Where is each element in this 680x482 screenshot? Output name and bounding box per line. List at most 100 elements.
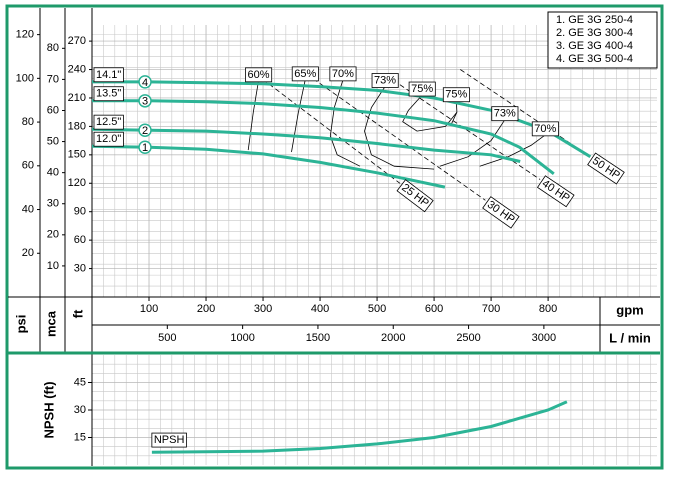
- efficiency-line: [364, 86, 435, 170]
- efficiency-label: 65%: [294, 68, 316, 80]
- efficiency-label: 73%: [374, 75, 396, 87]
- power-label-box: [536, 175, 575, 208]
- y-tick-label: 60: [74, 234, 86, 246]
- axis-label: ft: [70, 309, 85, 318]
- curve-marker: [138, 75, 152, 89]
- efficiency-label: 75%: [445, 89, 467, 101]
- x-tick-label: 1500: [306, 332, 330, 344]
- efficiency-line: [439, 119, 506, 167]
- curve-label-box: [93, 86, 124, 102]
- efficiency-line: [329, 79, 361, 167]
- curve-marker: [138, 94, 152, 108]
- y-tick-label: 60: [47, 104, 59, 116]
- legend: [547, 11, 658, 69]
- efficiency-label-box: [371, 73, 399, 88]
- efficiency-line: [247, 80, 259, 151]
- y-tick-label: 20: [47, 229, 59, 241]
- curve-number: 4: [142, 77, 148, 89]
- efficiency-label: 73%: [494, 108, 516, 120]
- curve-label: 12.5": [96, 116, 121, 128]
- efficiency-label: 70%: [534, 123, 556, 135]
- y-tick-label: 240: [68, 63, 86, 75]
- y-tick-label: 210: [68, 92, 86, 104]
- y-tick-label: 45: [74, 376, 86, 388]
- y-tick-label: 80: [22, 116, 34, 128]
- power-line: [399, 84, 541, 180]
- x-tick-label: 2000: [381, 332, 405, 344]
- x-tick-label: 1000: [230, 332, 254, 344]
- curve-number: 2: [142, 125, 148, 137]
- x-tick-label: 200: [197, 303, 215, 315]
- efficiency-label: 70%: [332, 68, 354, 80]
- legend-entry: 1. GE 3G 250-4: [556, 14, 633, 26]
- power-label-group: 40 HP: [536, 175, 575, 208]
- y-tick-label: 15: [74, 431, 86, 443]
- curve: [92, 80, 592, 158]
- x-tick-label: 800: [539, 303, 557, 315]
- x-tick-label: 2500: [456, 332, 480, 344]
- efficiency-label-box: [531, 121, 559, 137]
- curve-number: 1: [142, 142, 148, 154]
- y-tick-label: 30: [47, 198, 59, 210]
- legend-entry: 3. GE 3G 400-4: [556, 40, 633, 52]
- axis-label: gpm: [616, 302, 643, 317]
- curve-label: 12.0": [96, 133, 121, 145]
- y-tick-label: 20: [22, 247, 34, 259]
- efficiency-line: [450, 100, 458, 125]
- y-tick-label: 10: [47, 260, 59, 272]
- curve-marker: [138, 140, 152, 155]
- y-tick-label: 270: [68, 35, 86, 47]
- x-tick-label: 500: [158, 332, 176, 344]
- y-tick-label: 80: [47, 42, 59, 54]
- efficiency-label-box: [291, 66, 319, 82]
- curve: [92, 99, 555, 175]
- y-tick-label: 30: [74, 262, 86, 274]
- series-label-box: [151, 432, 187, 448]
- legend-entry: 4. GE 3G 500-4: [556, 53, 633, 65]
- axis-label: L / min: [609, 330, 651, 345]
- y-tick-label: 120: [68, 177, 86, 189]
- axis-label: NPSH (ft): [41, 381, 56, 438]
- curve-label-box: [93, 67, 124, 83]
- y-tick-label: 30: [74, 404, 86, 416]
- curve-label: 13.5": [96, 88, 121, 100]
- y-tick-label: 120: [16, 29, 34, 41]
- y-tick-label: 60: [22, 160, 34, 172]
- legend-entry: 2. GE 3G 300-4: [556, 27, 633, 39]
- efficiency-label-box: [408, 81, 436, 97]
- efficiency-label-box: [442, 87, 470, 103]
- curve-label-box: [93, 114, 124, 130]
- efficiency-label: 60%: [247, 69, 269, 81]
- curve-label-box: [93, 131, 124, 147]
- efficiency-line: [291, 79, 306, 153]
- curve: [151, 400, 568, 454]
- power-line: [249, 69, 401, 184]
- y-tick-label: 40: [22, 203, 34, 215]
- y-tick-label: 150: [68, 149, 86, 161]
- curve: [91, 127, 521, 163]
- power-label-box: [587, 152, 625, 185]
- x-tick-label: 400: [311, 303, 329, 315]
- power-label-box: [396, 179, 434, 213]
- x-tick-label: 3000: [532, 332, 556, 344]
- efficiency-label-box: [329, 66, 357, 82]
- curve-number: 3: [142, 96, 148, 108]
- y-tick-label: 40: [47, 167, 59, 179]
- efficiency-line: [479, 134, 546, 167]
- power-line: [299, 69, 486, 201]
- series-label: NPSH: [154, 434, 185, 446]
- power-label-group: 30 HP: [482, 196, 520, 229]
- y-tick-label: 70: [47, 73, 59, 85]
- efficiency-label-box: [245, 67, 273, 83]
- axis-label: mca: [43, 310, 58, 337]
- y-tick-label: 180: [68, 120, 86, 132]
- axis-label: psi: [13, 315, 28, 334]
- x-tick-label: 500: [368, 303, 386, 315]
- curve-label: 14.1": [96, 69, 121, 81]
- efficiency-label-box: [491, 106, 519, 122]
- efficiency-label: 75%: [411, 83, 433, 95]
- power-label-box: [482, 196, 520, 229]
- frame: [5, 4, 664, 470]
